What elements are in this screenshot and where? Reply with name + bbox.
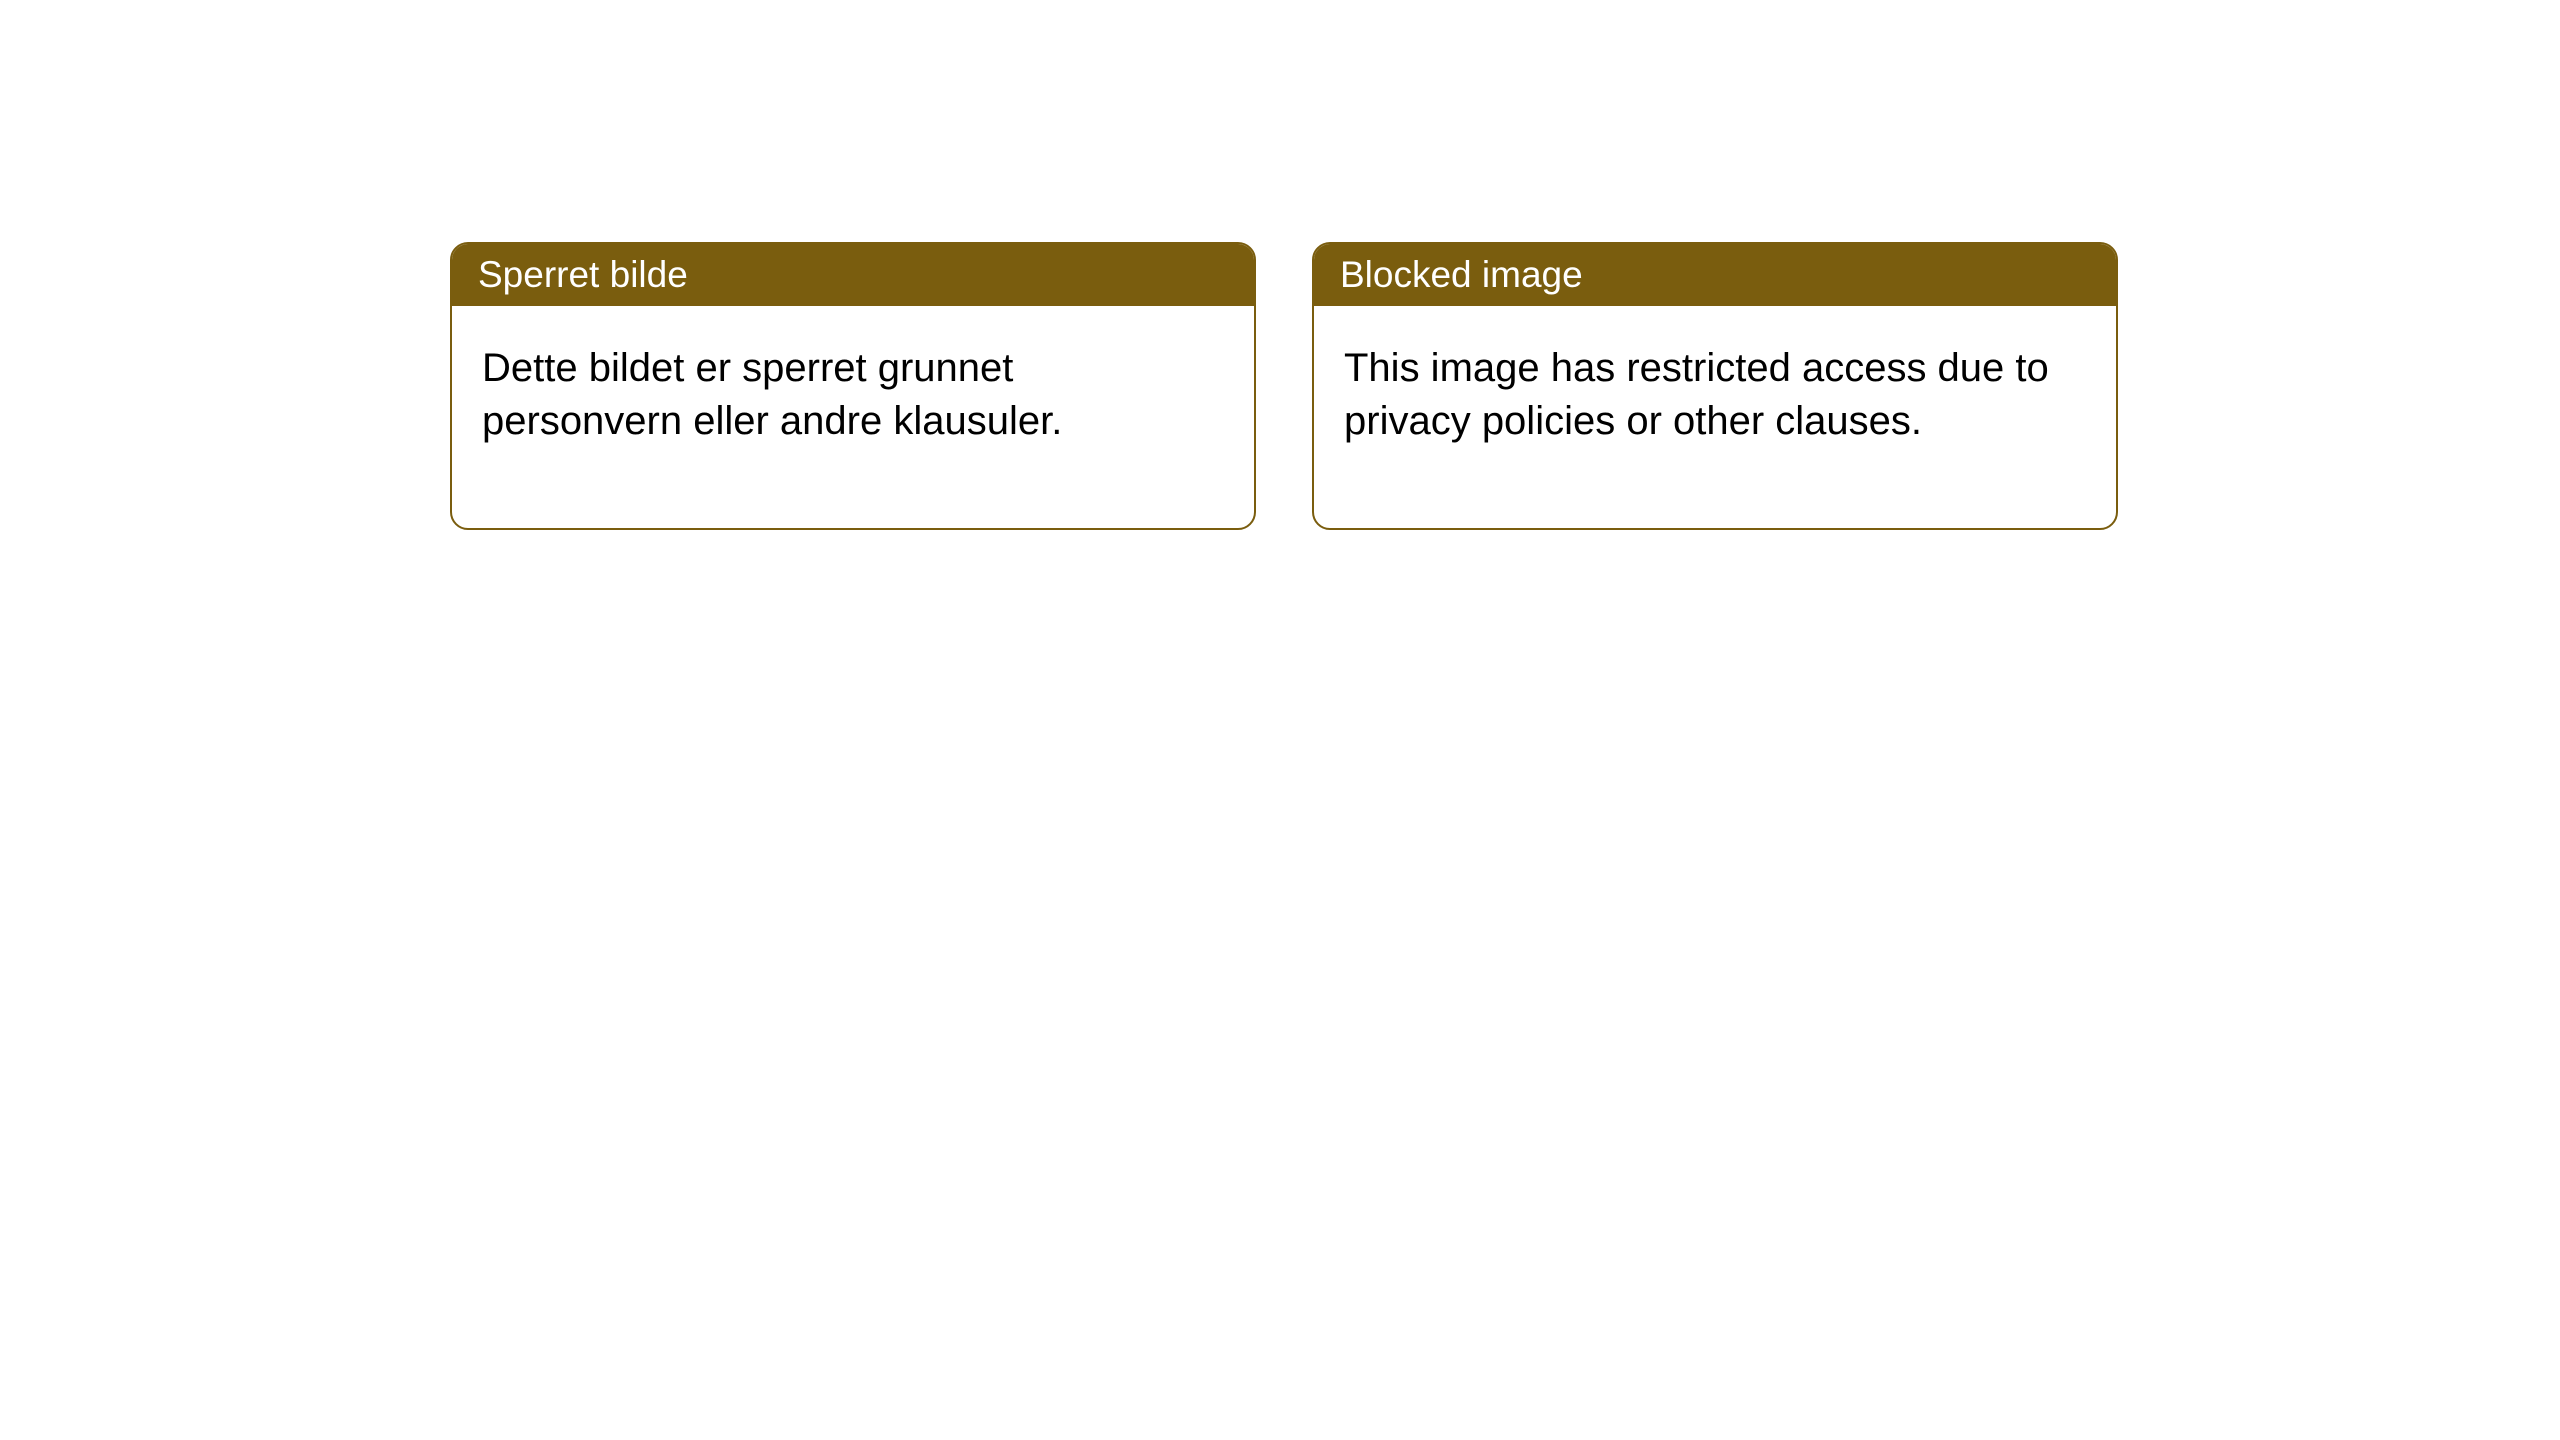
notice-title: Sperret bilde <box>478 254 688 295</box>
notice-body-text: Dette bildet er sperret grunnet personve… <box>482 346 1062 443</box>
notice-header: Sperret bilde <box>452 244 1254 306</box>
notice-body: Dette bildet er sperret grunnet personve… <box>452 306 1254 528</box>
notice-card-norwegian: Sperret bilde Dette bildet er sperret gr… <box>450 242 1256 530</box>
notice-body: This image has restricted access due to … <box>1314 306 2116 528</box>
notice-card-english: Blocked image This image has restricted … <box>1312 242 2118 530</box>
notice-title: Blocked image <box>1340 254 1583 295</box>
notice-header: Blocked image <box>1314 244 2116 306</box>
notice-body-text: This image has restricted access due to … <box>1344 346 2049 443</box>
notice-container: Sperret bilde Dette bildet er sperret gr… <box>0 0 2560 530</box>
